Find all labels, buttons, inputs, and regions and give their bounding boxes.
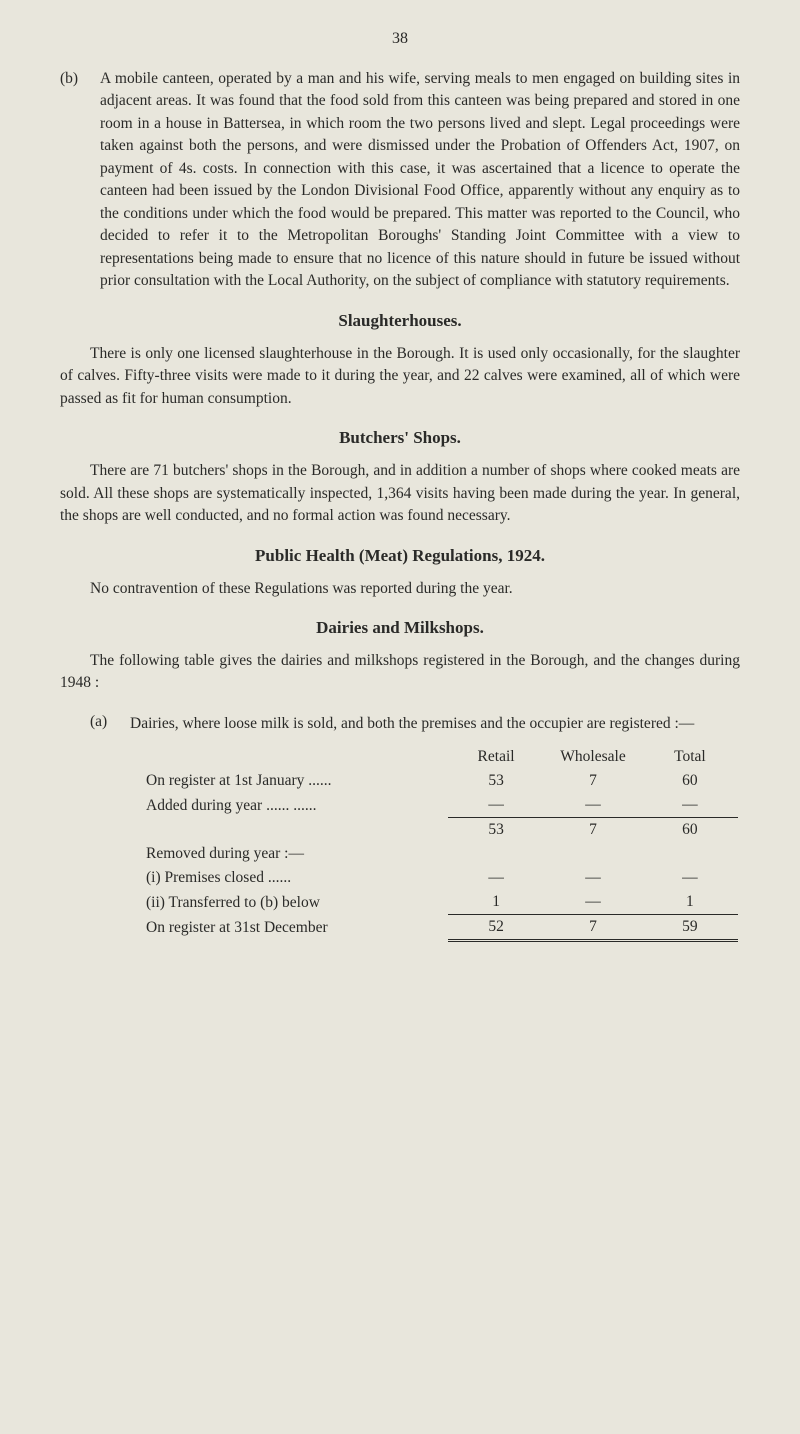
butchers-paragraph: There are 71 butchers' shops in the Boro… [60,460,740,527]
meat-reg-heading: Public Health (Meat) Regulations, 1924. [60,546,740,566]
section-b-body: A mobile canteen, operated by a man and … [100,68,740,293]
row-wholesale: 7 [545,915,642,941]
row-wholesale: — [545,866,642,890]
row-total: 1 [641,890,738,915]
document-page: 38 (b) A mobile canteen, operated by a m… [0,0,800,982]
col-blank [140,745,448,769]
row-wholesale: — [545,890,642,915]
row-total: 60 [641,769,738,793]
row-wholesale [545,842,642,866]
row-retail: 52 [448,915,545,941]
table-row: On register at 31st December52759 [140,915,738,941]
row-retail: 53 [448,769,545,793]
col-retail: Retail [448,745,545,769]
row-label: (i) Premises closed ...... [140,866,448,890]
row-total: — [641,793,738,818]
row-total: — [641,866,738,890]
row-label: (ii) Transferred to (b) below [140,890,448,915]
table-row: Added during year ...... ......——— [140,793,738,818]
row-label: Removed during year :— [140,842,448,866]
dairies-table: Retail Wholesale Total On register at 1s… [140,745,738,942]
dairies-sub-a: (a) Dairies, where loose milk is sold, a… [60,713,740,735]
slaughterhouses-paragraph: There is only one licensed slaughterhous… [60,343,740,410]
row-wholesale: 7 [545,769,642,793]
sub-a-marker: (a) [60,713,130,731]
table-row: Removed during year :— [140,842,738,866]
col-total: Total [641,745,738,769]
row-wholesale: — [545,793,642,818]
section-b-paragraph: (b) A mobile canteen, operated by a man … [60,68,740,293]
row-retail [448,842,545,866]
meat-reg-paragraph: No contravention of these Regulations wa… [60,578,740,600]
row-retail: — [448,793,545,818]
table-row: (i) Premises closed ......——— [140,866,738,890]
row-wholesale: 7 [545,818,642,843]
dairies-intro: The following table gives the dairies an… [60,650,740,695]
table-row: On register at 1st January ......53760 [140,769,738,793]
row-label: Added during year ...... ...... [140,793,448,818]
row-retail: 53 [448,818,545,843]
page-number: 38 [60,30,740,48]
table-row: (ii) Transferred to (b) below1—1 [140,890,738,915]
row-retail: 1 [448,890,545,915]
row-label: On register at 1st January ...... [140,769,448,793]
col-wholesale: Wholesale [545,745,642,769]
row-total: 59 [641,915,738,941]
row-retail: — [448,866,545,890]
row-total: 60 [641,818,738,843]
row-label: On register at 31st December [140,915,448,941]
row-total [641,842,738,866]
section-b-marker: (b) [60,68,100,90]
slaughterhouses-heading: Slaughterhouses. [60,311,740,331]
butchers-heading: Butchers' Shops. [60,428,740,448]
table-header-row: Retail Wholesale Total [140,745,738,769]
sub-a-body: Dairies, where loose milk is sold, and b… [130,713,740,735]
table-row: 53760 [140,818,738,843]
row-label [140,818,448,843]
dairies-heading: Dairies and Milkshops. [60,618,740,638]
